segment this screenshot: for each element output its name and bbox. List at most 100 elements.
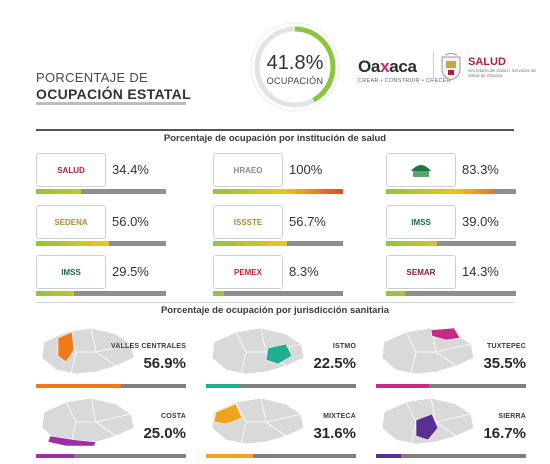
region-percentage: 22.5% (313, 355, 356, 372)
institution-occupancy-bar (213, 291, 343, 296)
institution-occupancy-bar-fill (36, 291, 75, 296)
state-occupancy-donut (250, 22, 340, 112)
institution-card: IMSS 29.5% (36, 255, 166, 296)
institution-card: SEDENA 56.0% (36, 205, 166, 246)
institution-logo-text: IMSS (61, 267, 81, 277)
institution-percentage: 39.0% (462, 214, 499, 229)
region-percentage: 31.6% (313, 425, 356, 442)
institution-percentage: 100% (289, 162, 323, 177)
institution-card: PEMEX 8.3% (213, 255, 343, 296)
institution-percentage: 56.7% (289, 214, 326, 229)
oaxaca-region-map (381, 397, 475, 445)
region-tile: MIXTECA 31.6% (206, 392, 356, 462)
salud-logo-text: SALUD (468, 56, 506, 68)
institution-logo-text: IMSS (411, 217, 431, 227)
region-percentage: 56.9% (143, 355, 186, 372)
region-occupancy-bar-fill (36, 384, 122, 388)
institution-emblem-icon (411, 165, 431, 177)
institution-occupancy-bar (386, 189, 516, 194)
institutions-section-title: Porcentaje de ocupación por institución … (163, 133, 387, 144)
oaxaca-region-map (381, 327, 475, 375)
institution-logo-text: HRAEO (233, 165, 263, 175)
page-title: PORCENTAJE DE OCUPACIÓN ESTATAL (36, 70, 191, 102)
regions-section-header: Porcentaje de ocupación por jurisdicción… (36, 302, 514, 319)
institution-logo-text: ISSSTE (233, 217, 263, 227)
institution-logo (386, 153, 456, 187)
institution-occupancy-bar (213, 241, 343, 246)
state-occupancy-value: 41.8% (266, 52, 324, 74)
region-tile: SIERRA 16.7% (376, 392, 526, 462)
region-name: ISTMO (332, 343, 356, 350)
region-name: TUXTEPEC (487, 343, 526, 350)
oaxaca-crest-icon (441, 53, 461, 81)
institution-percentage: 8.3% (289, 264, 319, 279)
region-occupancy-bar-fill (376, 454, 402, 458)
logo-divider (433, 52, 434, 82)
region-occupancy-bar-fill (376, 384, 430, 388)
donut-fill-arc (254, 26, 336, 108)
region-percentage: 16.7% (483, 425, 526, 442)
institution-logo: PEMEX (213, 255, 283, 289)
region-occupancy-bar-fill (206, 454, 254, 458)
institution-occupancy-bar (36, 241, 166, 246)
region-occupancy-bar-fill (206, 384, 240, 388)
institution-occupancy-bar-fill (213, 241, 287, 246)
institution-occupancy-bar-fill (386, 241, 437, 246)
oaxaca-region-map (211, 397, 305, 445)
institution-percentage: 56.0% (112, 214, 149, 229)
region-occupancy-bar (376, 454, 526, 458)
institution-card: ISSSTE 56.7% (213, 205, 343, 246)
institution-card: IMSS 39.0% (386, 205, 516, 246)
page-title-line1: PORCENTAJE DE (36, 70, 149, 85)
institution-logo: SEDENA (36, 205, 106, 239)
institution-card: SEMAR 14.3% (386, 255, 516, 296)
region-occupancy-bar (206, 454, 356, 458)
page-title-line2: OCUPACIÓN ESTATAL (36, 86, 191, 102)
institution-occupancy-bar (213, 189, 343, 194)
oaxaca-region-map (41, 397, 135, 447)
institution-percentage: 83.3% (462, 162, 499, 177)
institution-occupancy-bar-fill (386, 189, 495, 194)
oaxaca-logo-text-a: Oa (358, 57, 381, 76)
region-occupancy-bar (36, 384, 186, 388)
institution-occupancy-bar (36, 291, 166, 296)
institution-logo-text: SEDENA (54, 217, 88, 227)
region-occupancy-bar (36, 454, 186, 458)
region-occupancy-bar (206, 384, 356, 388)
institution-occupancy-bar-fill (36, 189, 81, 194)
institution-occupancy-bar-fill (213, 189, 343, 194)
title-underline (36, 102, 186, 105)
region-tile: ISTMO 22.5% (206, 322, 356, 392)
institutions-section-header: Porcentaje de ocupación por institución … (36, 129, 514, 147)
institution-percentage: 34.4% (112, 162, 149, 177)
institution-occupancy-bar (36, 189, 166, 194)
institution-occupancy-bar-fill (386, 291, 405, 296)
institution-logo: HRAEO (213, 153, 283, 187)
region-name: VALLES CENTRALES (110, 343, 186, 350)
oaxaca-logo-text-x: x (380, 57, 390, 76)
institution-logo: ISSSTE (213, 205, 283, 239)
region-occupancy-bar (376, 384, 526, 388)
institution-percentage: 29.5% (112, 264, 149, 279)
institution-logo-text: SEMAR (406, 267, 436, 277)
region-name: SIERRA (498, 413, 526, 420)
institution-logo: SALUD (36, 153, 106, 187)
oaxaca-logo-tagline: CREAR • CONSTRUIR • CRECER (358, 78, 451, 84)
institution-occupancy-bar-fill (36, 241, 109, 246)
salud-logo: SALUD Secretaría de Salud / Servicios de… (468, 56, 538, 78)
salud-logo-sub: Secretaría de Salud / Servicios de Salud… (468, 68, 537, 78)
institution-card: SALUD 34.4% (36, 153, 166, 194)
region-percentage: 25.0% (143, 425, 186, 442)
institution-logo-text: PEMEX (233, 267, 262, 277)
institution-card: HRAEO 100% (213, 153, 343, 194)
institution-percentage: 14.3% (462, 264, 499, 279)
oaxaca-region-map (211, 327, 305, 375)
institution-logo: IMSS (36, 255, 106, 289)
region-tile: TUXTEPEC 35.5% (376, 322, 526, 392)
institution-logo: IMSS (386, 205, 456, 239)
oaxaca-logo-text-b: aca (389, 57, 417, 76)
institution-occupancy-bar (386, 291, 516, 296)
region-occupancy-bar-fill (36, 454, 74, 458)
regions-section-title: Porcentaje de ocupación por jurisdicción… (160, 305, 390, 316)
